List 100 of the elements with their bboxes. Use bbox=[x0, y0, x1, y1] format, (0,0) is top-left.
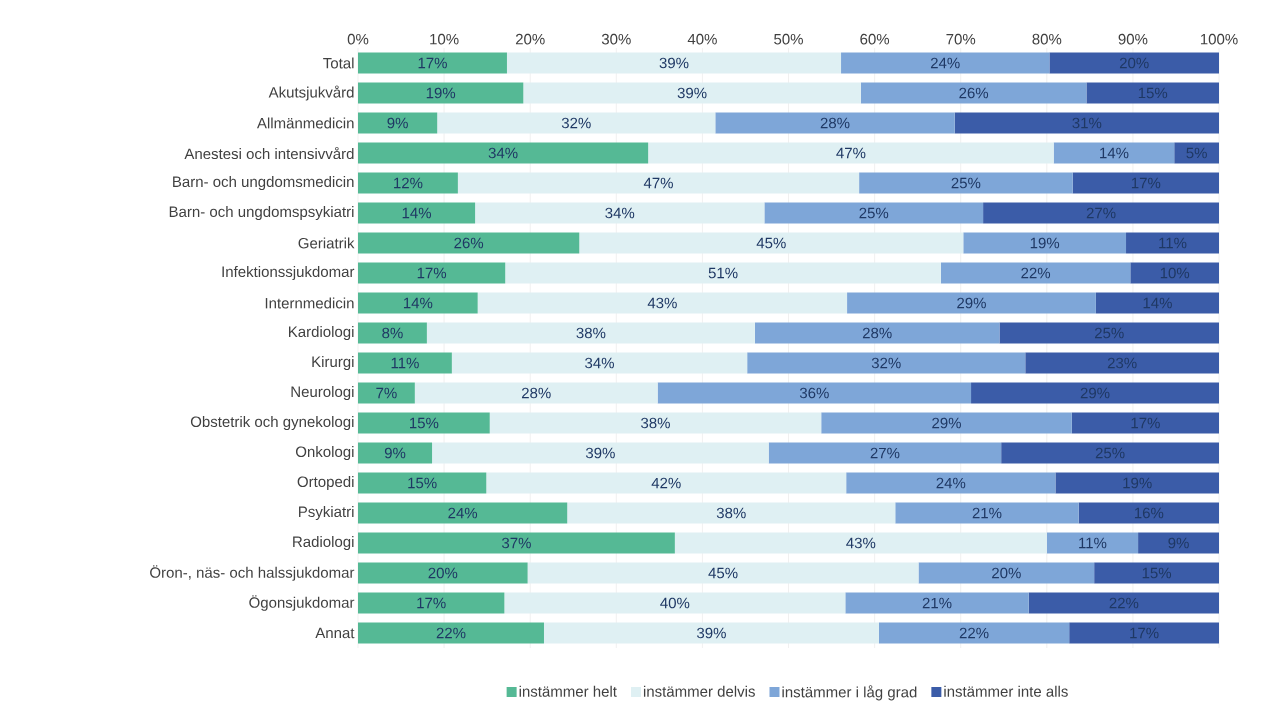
bar bbox=[437, 112, 716, 134]
data-label: 8% bbox=[382, 327, 403, 339]
bar bbox=[859, 172, 1073, 194]
x-tick-label: 90% bbox=[1118, 33, 1148, 45]
data-label: 27% bbox=[870, 447, 900, 459]
bar bbox=[754, 322, 1000, 344]
bar bbox=[543, 622, 879, 644]
data-label: 19% bbox=[426, 87, 456, 99]
bar bbox=[1046, 532, 1139, 554]
bar bbox=[1028, 592, 1220, 614]
data-label: 39% bbox=[697, 627, 726, 639]
data-label: 21% bbox=[922, 597, 952, 609]
data-label: 21% bbox=[972, 507, 1002, 519]
legend-label: instämmer helt bbox=[519, 685, 617, 697]
data-label: 11% bbox=[1079, 537, 1107, 549]
bar bbox=[506, 52, 842, 74]
bar bbox=[846, 472, 1056, 494]
data-label: 29% bbox=[932, 417, 961, 429]
data-label: 51% bbox=[708, 267, 738, 279]
bar bbox=[971, 382, 1220, 404]
bar bbox=[878, 622, 1070, 644]
data-label: 17% bbox=[418, 57, 447, 69]
data-label: 34% bbox=[488, 147, 518, 159]
data-label: 22% bbox=[436, 627, 466, 639]
data-label: 28% bbox=[521, 387, 551, 399]
data-label: 7% bbox=[376, 387, 397, 399]
bar bbox=[358, 292, 478, 314]
y-tick-label: Geriatrik bbox=[298, 237, 355, 249]
data-label: 37% bbox=[502, 537, 531, 549]
bar bbox=[579, 232, 964, 254]
data-label: 15% bbox=[1138, 87, 1168, 99]
bar bbox=[414, 382, 658, 404]
data-label: 20% bbox=[428, 567, 458, 579]
data-label: 25% bbox=[1095, 447, 1125, 459]
data-label: 24% bbox=[936, 477, 966, 489]
bar bbox=[657, 382, 972, 404]
x-tick-label: 60% bbox=[860, 33, 890, 45]
data-label: 27% bbox=[1086, 207, 1116, 219]
data-label: 23% bbox=[1107, 357, 1137, 369]
legend-label: instämmer i låg grad bbox=[782, 685, 917, 701]
bar bbox=[358, 562, 528, 584]
bar bbox=[358, 232, 580, 254]
data-label: 15% bbox=[1142, 567, 1172, 579]
bar bbox=[358, 472, 487, 494]
data-label: 9% bbox=[384, 447, 406, 459]
bar bbox=[1078, 502, 1220, 524]
data-label: 40% bbox=[660, 597, 690, 609]
y-tick-label: Infektionssjukdomar bbox=[222, 266, 355, 280]
bar bbox=[1126, 232, 1220, 254]
data-label: 20% bbox=[1119, 57, 1149, 69]
bar bbox=[821, 412, 1072, 434]
bar bbox=[1001, 442, 1220, 464]
bar bbox=[358, 352, 452, 374]
x-tick-label: 10% bbox=[430, 33, 459, 45]
bar bbox=[432, 442, 769, 464]
legend-label: instämmer inte alls bbox=[944, 685, 1068, 697]
data-label: 22% bbox=[959, 627, 989, 639]
y-tick-label: Akutsjukvård bbox=[268, 85, 354, 101]
y-tick-label: Psykiatri bbox=[299, 506, 354, 520]
bar bbox=[1071, 412, 1220, 434]
data-label: 20% bbox=[992, 567, 1021, 579]
data-label: 17% bbox=[1131, 177, 1161, 189]
data-label: 24% bbox=[448, 507, 478, 519]
bar bbox=[1130, 262, 1220, 284]
data-label: 42% bbox=[651, 477, 681, 489]
data-label: 11% bbox=[391, 357, 419, 369]
data-label: 29% bbox=[957, 297, 986, 309]
data-label: 32% bbox=[561, 117, 591, 129]
data-label: 12% bbox=[394, 177, 423, 189]
data-label: 28% bbox=[862, 327, 892, 339]
y-tick-label: Annat bbox=[315, 627, 355, 639]
bar bbox=[1138, 532, 1220, 554]
data-label: 14% bbox=[1100, 147, 1129, 159]
bar bbox=[358, 412, 490, 434]
bar bbox=[358, 592, 505, 614]
bar bbox=[1095, 292, 1220, 314]
bar bbox=[715, 112, 955, 134]
bar bbox=[358, 502, 568, 524]
bar bbox=[486, 472, 847, 494]
y-tick-label: Allmänmedicin bbox=[256, 117, 354, 129]
bar bbox=[426, 322, 755, 344]
data-label: 34% bbox=[605, 207, 635, 219]
data-label: 17% bbox=[1130, 627, 1159, 639]
y-tick-label: Kardiologi bbox=[289, 326, 354, 340]
data-label: 19% bbox=[1030, 237, 1060, 249]
data-label: 25% bbox=[951, 177, 981, 189]
data-label: 43% bbox=[846, 537, 876, 549]
data-label: 14% bbox=[1143, 297, 1172, 309]
x-tick-label: 40% bbox=[687, 33, 717, 45]
y-tick-label: Öron-, näs- och halssjukdomar bbox=[150, 565, 355, 581]
data-label: 22% bbox=[1021, 267, 1051, 279]
data-label: 29% bbox=[1080, 387, 1110, 399]
data-label: 38% bbox=[576, 327, 606, 339]
bar bbox=[747, 352, 1026, 374]
bar bbox=[860, 82, 1087, 104]
bar bbox=[674, 532, 1047, 554]
bar bbox=[648, 142, 1054, 164]
bar bbox=[457, 172, 860, 194]
bar bbox=[527, 562, 919, 584]
data-label: 26% bbox=[454, 237, 484, 249]
